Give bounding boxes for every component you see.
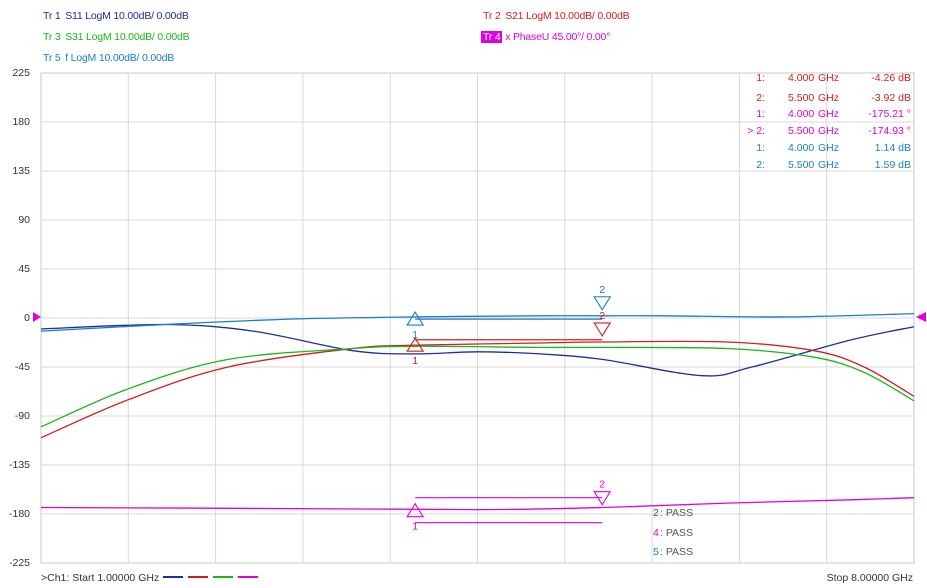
- trace-line: [40, 340, 915, 439]
- trace-1-label[interactable]: Tr 1 S11 LogM 10.00dB/ 0.00dB: [41, 10, 189, 22]
- marker-triangle-icon: [406, 502, 425, 518]
- trace-4-label[interactable]: Tr 4 x PhaseU 45.00°/ 0.00°: [481, 31, 610, 43]
- trace-2-format: S21 LogM 10.00dB/ 0.00dB: [505, 10, 630, 22]
- trace-4-format: x PhaseU 45.00°/ 0.00°: [505, 31, 611, 43]
- trace-2-tag: Tr 2: [483, 10, 501, 22]
- y-tick-label: 0: [24, 312, 30, 324]
- trace-5-format: f LogM 10.00dB/ 0.00dB: [65, 52, 175, 64]
- limit-lines: [415, 318, 603, 524]
- y-tick-label: 225: [12, 67, 30, 79]
- marker-number: 2: [599, 479, 605, 491]
- trace-line: [40, 497, 915, 511]
- trace-5-label[interactable]: Tr 5 f LogM 10.00dB/ 0.00dB: [41, 52, 174, 64]
- trace-4-tag: Tr 4: [481, 31, 503, 43]
- marker-number: 2: [599, 310, 605, 322]
- marker-triangle-icon: [406, 311, 425, 326]
- sweep-start[interactable]: >Ch1: Start 1.00000 GHz: [41, 572, 160, 584]
- trace-3-tag: Tr 3: [43, 31, 61, 43]
- y-tick-label: 180: [12, 116, 30, 128]
- y-tick-label: -225: [8, 557, 30, 569]
- y-tick-label: -45: [14, 361, 30, 373]
- marker-triangle-icon: [593, 322, 612, 337]
- grid-lines: [41, 73, 914, 563]
- trace-3-format: S31 LogM 10.00dB/ 0.00dB: [65, 31, 190, 43]
- y-tick-label: -180: [8, 508, 30, 520]
- marker-number: 1: [412, 355, 418, 367]
- y-tick-label: 90: [18, 214, 30, 226]
- marker-number: 1: [412, 521, 418, 533]
- trace-3-label[interactable]: Tr 3 S31 LogM 10.00dB/ 0.00dB: [41, 31, 190, 43]
- trace-line: [40, 323, 915, 377]
- marker-number: 2: [599, 284, 605, 296]
- reference-left-arrow[interactable]: [33, 312, 41, 322]
- trace-1-format: S11 LogM 10.00dB/ 0.00dB: [65, 10, 189, 22]
- trace-2-label[interactable]: Tr 2 S21 LogM 10.00dB/ 0.00dB: [481, 10, 630, 22]
- reference-right-arrow[interactable]: [916, 312, 926, 322]
- trace-line: [40, 312, 915, 332]
- y-tick-label: -90: [14, 410, 30, 422]
- marker-triangle-icon: [593, 296, 612, 311]
- trace-1-tag: Tr 1: [43, 10, 61, 22]
- trace-line: [40, 345, 915, 428]
- y-tick-label: -135: [8, 459, 30, 471]
- marker-glyphs[interactable]: 1 2 1 2 1 2: [406, 284, 612, 533]
- trace-curves: [40, 312, 915, 511]
- marker-triangle-icon: [593, 491, 612, 506]
- trace-5-tag: Tr 5: [43, 52, 61, 64]
- marker-number: 1: [412, 329, 418, 341]
- y-tick-label: 135: [12, 165, 30, 177]
- marker-triangle-icon: [406, 337, 425, 352]
- sweep-stop[interactable]: Stop 8.00000 GHz: [826, 572, 913, 584]
- y-tick-label: 45: [18, 263, 30, 275]
